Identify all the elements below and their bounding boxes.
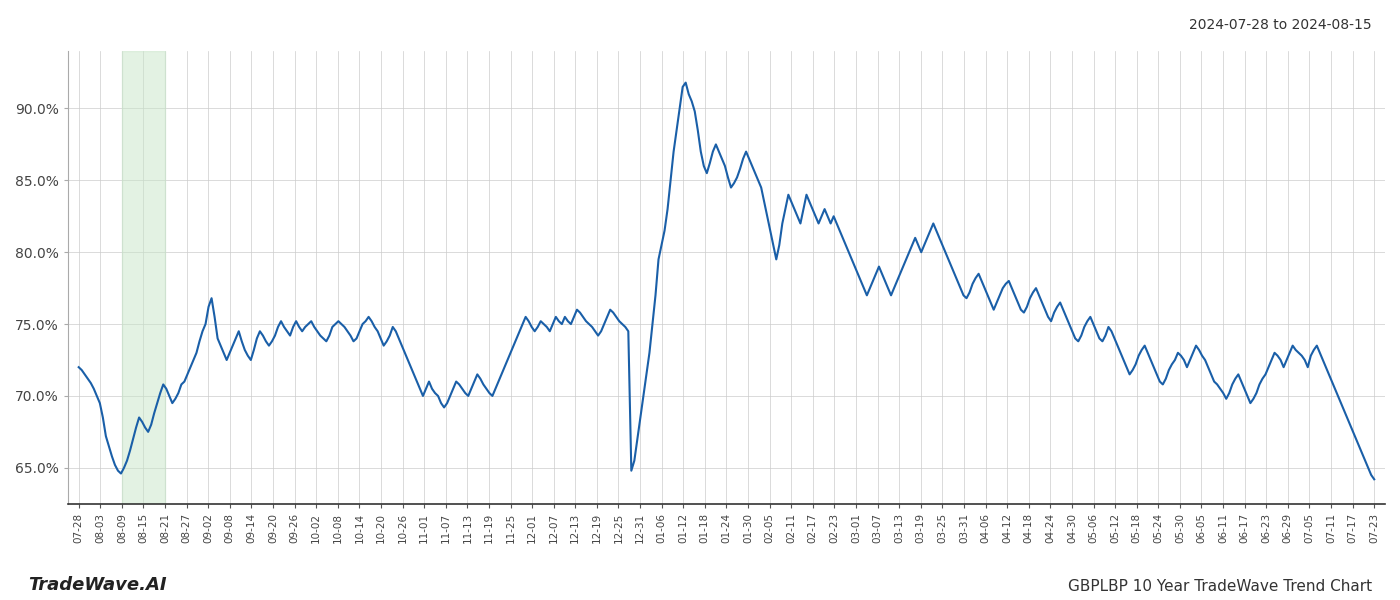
- Bar: [122, 51, 165, 504]
- Text: GBPLBP 10 Year TradeWave Trend Chart: GBPLBP 10 Year TradeWave Trend Chart: [1068, 579, 1372, 594]
- Text: TradeWave.AI: TradeWave.AI: [28, 576, 167, 594]
- Text: 2024-07-28 to 2024-08-15: 2024-07-28 to 2024-08-15: [1190, 18, 1372, 32]
